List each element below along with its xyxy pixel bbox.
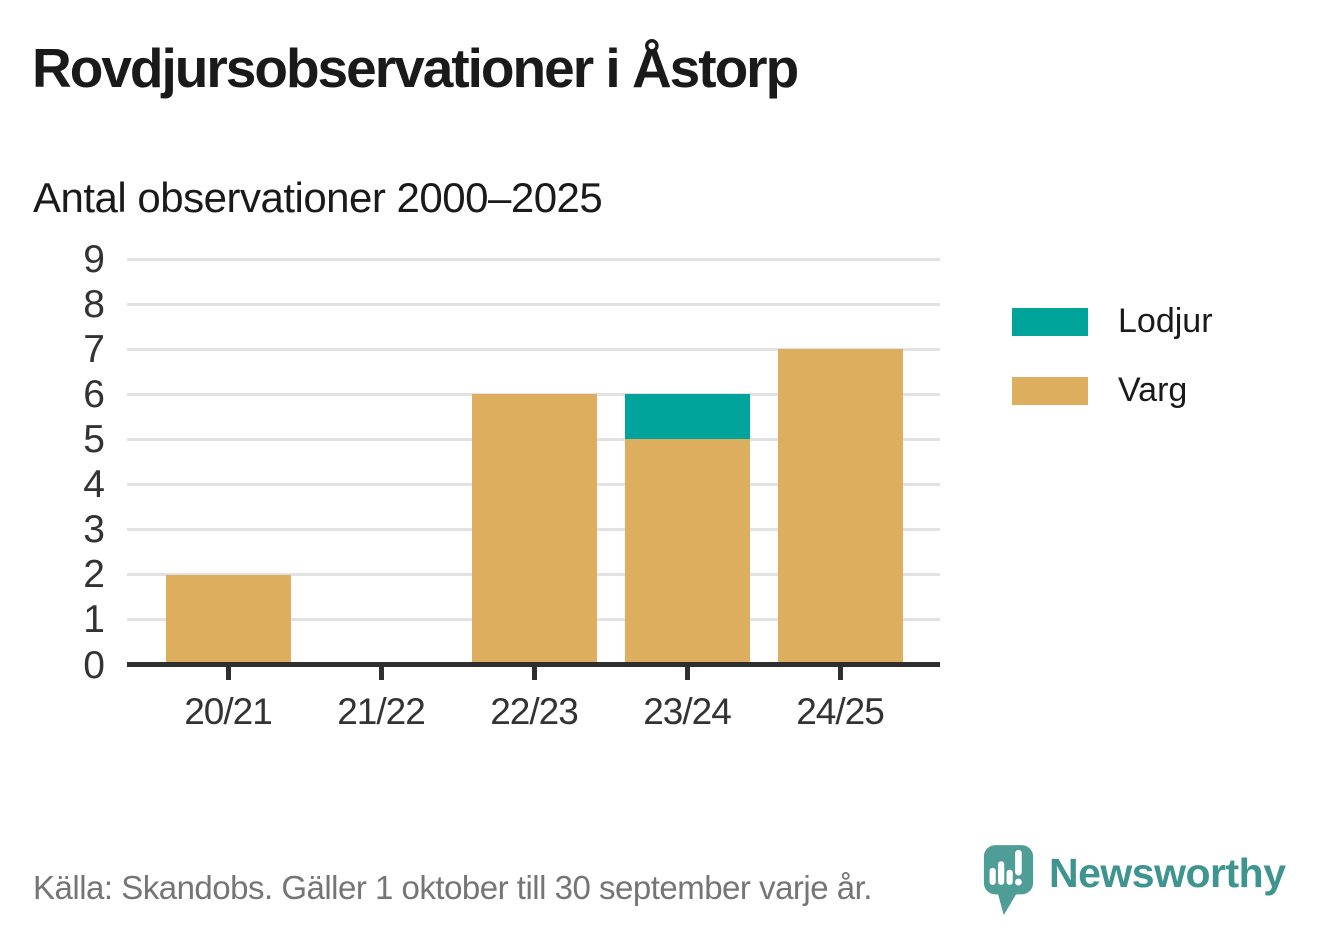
y-axis-label-2: 2 bbox=[83, 553, 105, 597]
x-axis-line bbox=[127, 662, 940, 667]
legend-item-varg: Varg bbox=[1012, 371, 1213, 410]
x-axis-label-23-24: 23/24 bbox=[643, 691, 732, 732]
y-axis-label-1: 1 bbox=[83, 598, 105, 642]
bar-23-24-varg bbox=[624, 439, 750, 665]
newsworthy-speech-bubble-icon bbox=[983, 845, 1034, 916]
bar-24-25-varg bbox=[777, 349, 903, 665]
bar-23-24-lodjur bbox=[624, 394, 750, 440]
legend-swatch-varg bbox=[1012, 376, 1088, 405]
x-axis-label-22-23: 22/23 bbox=[490, 691, 579, 732]
x-tick-22-23 bbox=[531, 667, 537, 680]
x-axis-label-21-22: 21/22 bbox=[337, 691, 426, 732]
source-text: Källa: Skandobs. Gäller 1 oktober till 3… bbox=[33, 869, 872, 906]
brand-name: Newsworthy bbox=[1049, 850, 1286, 896]
legend-item-lodjur: Lodjur bbox=[1012, 302, 1213, 341]
y-axis-label-7: 7 bbox=[83, 327, 105, 371]
chart-subtitle: Antal observationer 2000–2025 bbox=[33, 174, 603, 221]
x-tick-24-25 bbox=[837, 667, 843, 680]
chart-title: Rovdjursobservationer i Åstorp bbox=[32, 37, 799, 99]
gridline-7 bbox=[127, 347, 940, 351]
x-tick-23-24 bbox=[684, 667, 690, 680]
newsworthy-logo: Newsworthy bbox=[982, 843, 1286, 923]
gridline-9 bbox=[127, 257, 940, 261]
y-axis-label-9: 9 bbox=[83, 237, 105, 281]
gridline-6 bbox=[127, 392, 940, 396]
y-axis-label-0: 0 bbox=[83, 643, 105, 687]
gridline-8 bbox=[127, 302, 940, 306]
legend-label-lodjur: Lodjur bbox=[1118, 302, 1213, 340]
y-axis-label-3: 3 bbox=[83, 508, 105, 552]
bar-20-21-varg bbox=[165, 574, 291, 665]
y-axis-label-8: 8 bbox=[83, 282, 105, 326]
x-axis-label-20-21: 20/21 bbox=[184, 691, 273, 732]
bar-22-23-varg bbox=[471, 394, 597, 665]
legend-label-varg: Varg bbox=[1118, 371, 1188, 409]
y-axis-label-6: 6 bbox=[83, 372, 105, 416]
y-axis-label-4: 4 bbox=[83, 463, 105, 507]
x-tick-21-22 bbox=[378, 667, 384, 680]
y-axis-label-5: 5 bbox=[83, 417, 105, 461]
legend-swatch-lodjur bbox=[1012, 307, 1088, 336]
x-tick-20-21 bbox=[225, 667, 231, 680]
legend: Lodjur Varg bbox=[1012, 302, 1213, 440]
x-axis-label-24-25: 24/25 bbox=[796, 691, 885, 732]
